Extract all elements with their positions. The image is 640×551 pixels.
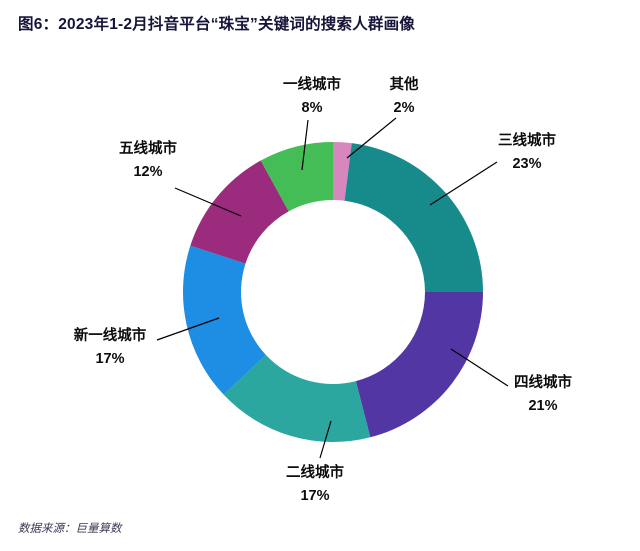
leader-lines <box>156 117 509 459</box>
donut-segment-6 <box>260 142 333 212</box>
leader-line-other <box>346 117 397 159</box>
callout-tier4-cities: 四线城市 21% <box>514 372 572 418</box>
segment-label: 三线城市 <box>498 133 556 149</box>
segment-label: 四线城市 <box>514 375 572 391</box>
segment-value: 17% <box>95 351 125 367</box>
segment-value: 17% <box>300 488 330 504</box>
leader-line-tier1 <box>301 119 309 171</box>
donut-segment-4 <box>182 245 266 395</box>
data-source-note: 数据来源：巨量算数 <box>18 523 122 535</box>
callout-tier1-cities: 一线城市 8% <box>283 74 341 120</box>
leader-line-tier5 <box>174 187 242 217</box>
segment-value: 2% <box>393 100 415 116</box>
segment-value: 8% <box>301 100 323 116</box>
callout-other: 其他 2% <box>390 74 419 120</box>
callout-tier2-cities: 二线城市 17% <box>286 462 344 508</box>
chart-title: 图6：2023年1-2月抖音平台“珠宝”关键词的搜索人群画像 <box>18 16 416 33</box>
donut-segment-2 <box>355 292 483 438</box>
donut-segment-5 <box>190 160 289 264</box>
donut-segment-0 <box>333 142 352 201</box>
callout-new-tier1-cities: 新一线城市 17% <box>74 325 147 371</box>
segment-label: 五线城市 <box>119 141 177 157</box>
callout-tier5-cities: 五线城市 12% <box>119 138 177 184</box>
donut-segments <box>182 142 483 443</box>
segment-value: 21% <box>528 398 558 414</box>
leader-line-new-tier1 <box>156 317 220 341</box>
segment-label: 一线城市 <box>283 77 341 93</box>
callout-tier3-cities: 三线城市 23% <box>498 130 556 176</box>
segment-value: 12% <box>133 164 163 180</box>
segment-label: 二线城市 <box>286 465 344 481</box>
leader-line-tier2 <box>319 420 332 459</box>
leader-line-tier3 <box>429 161 498 206</box>
segment-label: 新一线城市 <box>73 328 147 344</box>
segment-value: 23% <box>512 156 542 172</box>
segment-label: 其他 <box>389 77 419 93</box>
donut-segment-3 <box>223 354 371 443</box>
donut-segment-1 <box>344 143 483 292</box>
leader-line-tier4 <box>450 348 509 387</box>
